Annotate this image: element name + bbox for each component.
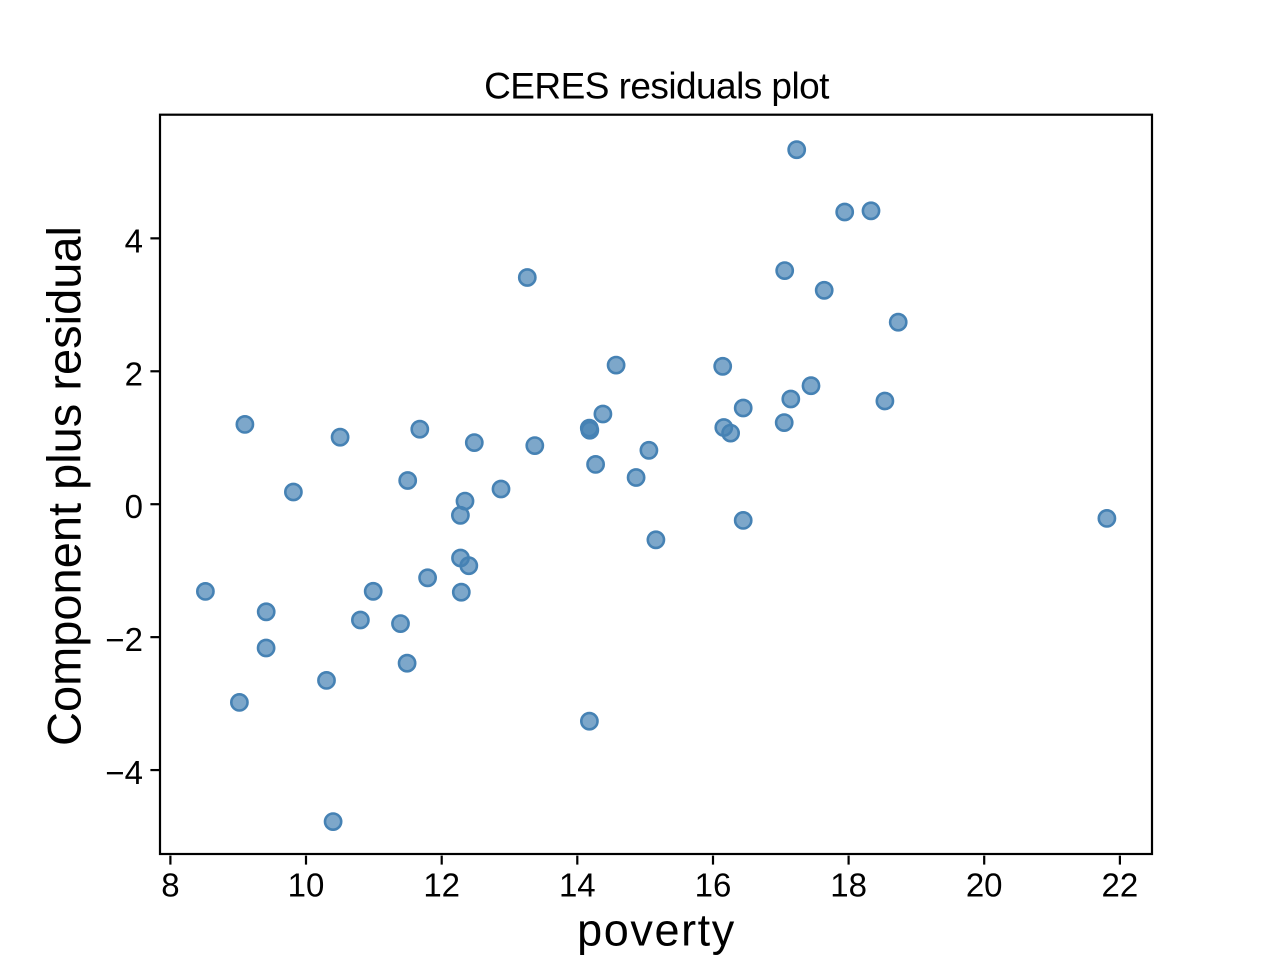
- svg-text:14: 14: [559, 867, 596, 904]
- svg-text:0: 0: [125, 488, 143, 525]
- svg-text:2: 2: [125, 355, 143, 392]
- svg-text:CERES residuals plot: CERES residuals plot: [484, 66, 830, 107]
- svg-text:22: 22: [1102, 867, 1139, 904]
- svg-text:−2: −2: [105, 621, 143, 658]
- svg-text:4: 4: [125, 222, 143, 259]
- svg-text:10: 10: [288, 867, 325, 904]
- svg-text:20: 20: [966, 867, 1003, 904]
- svg-text:8: 8: [161, 867, 179, 904]
- svg-text:−4: −4: [105, 754, 143, 791]
- svg-text:18: 18: [830, 867, 867, 904]
- svg-text:Component plus residual: Component plus residual: [38, 226, 91, 746]
- svg-text:poverty: poverty: [577, 904, 736, 955]
- svg-text:12: 12: [423, 867, 460, 904]
- svg-text:16: 16: [695, 867, 732, 904]
